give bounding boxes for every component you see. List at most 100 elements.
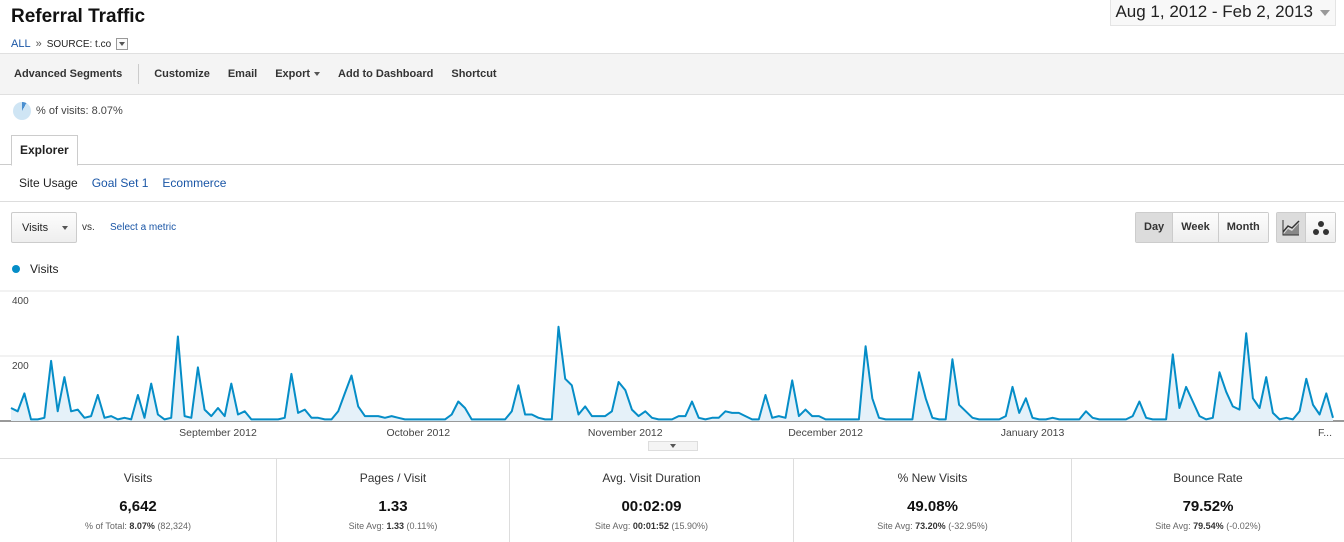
visits-data-point[interactable] [1250,396,1255,401]
visits-data-point[interactable] [843,417,848,422]
scorecard[interactable]: % New Visits 49.08% Site Avg: 73.20% (-3… [793,458,1071,542]
visits-data-point[interactable] [443,417,448,422]
visits-data-point[interactable] [309,415,314,420]
visits-data-point[interactable] [756,417,761,422]
visits-data-point[interactable] [1157,417,1162,422]
visits-data-point[interactable] [1270,410,1275,415]
visits-data-point[interactable] [1257,406,1262,411]
visits-data-point[interactable] [810,414,815,419]
visits-data-point[interactable] [369,414,374,419]
visits-data-point[interactable] [496,417,501,422]
visits-data-point[interactable] [463,406,468,411]
visits-data-point[interactable] [609,409,614,414]
visits-data-point[interactable] [1030,415,1035,420]
visits-data-point[interactable] [276,417,281,422]
visits-data-point[interactable] [850,417,855,422]
visits-data-point[interactable] [730,410,735,415]
visits-data-point[interactable] [1130,414,1135,419]
visits-data-point[interactable] [122,415,127,420]
visits-data-point[interactable] [1331,415,1336,420]
visits-data-point[interactable] [1190,399,1195,404]
visits-data-point[interactable] [890,417,895,422]
visits-data-point[interactable] [489,417,494,422]
visits-data-point[interactable] [696,415,701,420]
visits-data-point[interactable] [423,417,428,422]
visits-data-point[interactable] [409,417,414,422]
visits-data-point[interactable] [209,414,214,419]
visits-data-point[interactable] [29,417,34,422]
visits-data-point[interactable] [523,412,528,417]
visits-data-point[interactable] [1063,417,1068,422]
visits-data-point[interactable] [1230,404,1235,409]
visits-data-point[interactable] [690,399,695,404]
visits-data-point[interactable] [1164,417,1169,422]
visits-data-point[interactable] [576,412,581,417]
visits-data-point[interactable] [416,417,421,422]
visits-data-point[interactable] [629,407,634,412]
visits-data-point[interactable] [1144,415,1149,420]
visits-data-point[interactable] [356,404,361,409]
subtab-goal-set-1[interactable]: Goal Set 1 [91,176,149,190]
visits-data-point[interactable] [723,409,728,414]
visits-data-point[interactable] [569,383,574,388]
visits-data-point[interactable] [49,358,54,363]
visits-data-point[interactable] [1217,370,1222,375]
subtab-site-usage[interactable]: Site Usage [19,176,78,190]
visits-data-point[interactable] [1170,352,1175,357]
visits-data-point[interactable] [175,334,180,339]
visits-data-point[interactable] [396,415,401,420]
period-day-button[interactable]: Day [1136,213,1174,242]
visits-data-point[interactable] [743,414,748,419]
visits-data-point[interactable] [1003,414,1008,419]
visits-data-point[interactable] [509,409,514,414]
visits-data-point[interactable] [877,415,882,420]
select-metric-link[interactable]: Select a metric [110,222,177,233]
visits-data-point[interactable] [62,375,67,380]
visits-data-point[interactable] [1117,417,1122,422]
visits-data-point[interactable] [503,417,508,422]
visits-data-point[interactable] [950,357,955,362]
visits-data-point[interactable] [910,417,915,422]
visits-data-point[interactable] [1304,376,1309,381]
visits-data-point[interactable] [937,417,942,422]
visits-data-point[interactable] [1290,417,1295,422]
visits-data-point[interactable] [316,415,321,420]
visits-data-point[interactable] [1057,417,1062,422]
visits-data-point[interactable] [269,417,274,422]
visits-data-point[interactable] [75,407,80,412]
visits-data-point[interactable] [589,414,594,419]
visits-data-point[interactable] [109,414,114,419]
visits-data-point[interactable] [456,399,461,404]
visits-data-point[interactable] [82,415,87,420]
visits-data-point[interactable] [142,415,147,420]
visits-data-point[interactable] [329,417,334,422]
visits-data-point[interactable] [716,415,721,420]
visits-data-point[interactable] [549,417,554,422]
visits-data-point[interactable] [516,383,521,388]
breadcrumb-all-link[interactable]: ALL [11,38,31,50]
visits-data-point[interactable] [983,417,988,422]
visits-data-point[interactable] [389,414,394,419]
visits-data-point[interactable] [149,381,154,386]
shortcut-button[interactable]: Shortcut [451,68,497,80]
visits-data-point[interactable] [476,417,481,422]
visits-data-point[interactable] [189,415,194,420]
visits-data-point[interactable] [289,371,294,376]
visits-data-point[interactable] [917,370,922,375]
scorecard[interactable]: Avg. Visit Duration 00:02:09 Site Avg: 0… [509,458,793,542]
visits-data-point[interactable] [897,417,902,422]
source-dropdown-button[interactable] [116,38,129,50]
visits-data-point[interactable] [1297,409,1302,414]
visits-data-point[interactable] [1090,415,1095,420]
visits-data-point[interactable] [736,410,741,415]
visits-data-point[interactable] [977,417,982,422]
metric-select[interactable]: Visits [11,212,77,243]
visits-data-point[interactable] [536,415,541,420]
scorecard[interactable]: Visits 6,642 % of Total: 8.07% (82,324) [0,458,276,542]
tab-explorer[interactable]: Explorer [11,135,78,166]
visits-data-point[interactable] [830,417,835,422]
period-month-button[interactable]: Month [1218,213,1268,242]
visits-data-point[interactable] [616,380,621,385]
visits-data-point[interactable] [710,415,715,420]
visits-data-point[interactable] [776,414,781,419]
